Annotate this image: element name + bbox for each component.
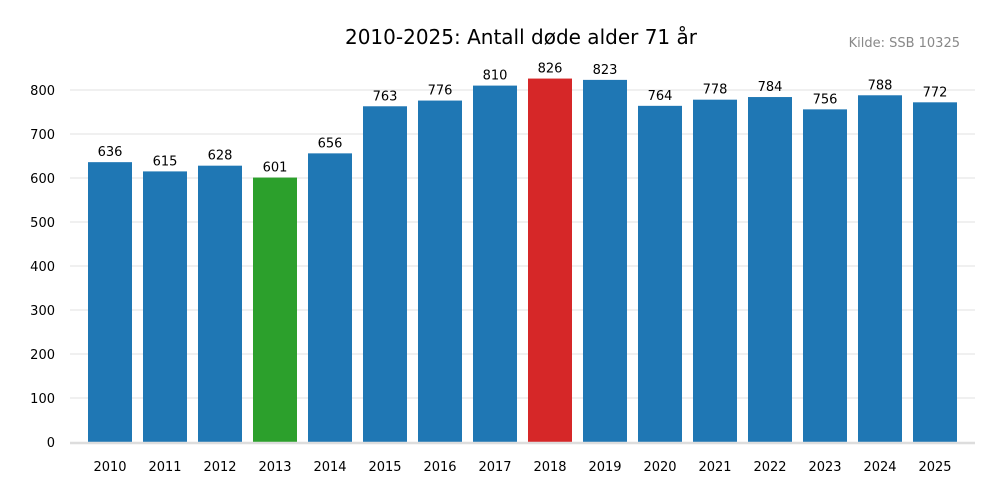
bar-2016 [418, 100, 462, 442]
bar-2022 [748, 97, 792, 442]
y-tick-label: 300 [30, 304, 55, 319]
x-tick-label: 2013 [258, 460, 291, 475]
bar-2024 [858, 95, 902, 442]
value-label: 628 [208, 149, 233, 164]
x-tick-label: 2012 [203, 460, 236, 475]
bar-2017 [473, 85, 517, 442]
value-label: 615 [153, 154, 178, 169]
value-label: 656 [318, 136, 343, 151]
bar-2021 [693, 99, 737, 443]
y-tick-label: 400 [30, 260, 55, 275]
x-tick-label: 2015 [368, 460, 401, 475]
bar-2025 [913, 102, 957, 442]
x-tick-label: 2014 [313, 460, 346, 475]
x-tick-label: 2020 [643, 460, 676, 475]
value-label: 784 [758, 80, 783, 95]
x-tick-label: 2022 [753, 460, 786, 475]
bars: 636 615 628 601 656 763 776 810 826 823 764 778 784 7… [88, 62, 957, 443]
value-label: 772 [923, 85, 948, 100]
x-tick-label: 2021 [698, 460, 731, 475]
bar-2014 [308, 153, 352, 443]
x-tick-label: 2016 [423, 460, 456, 475]
y-tick-label: 500 [30, 216, 55, 231]
bar-2011 [143, 171, 187, 442]
value-label: 810 [483, 69, 508, 84]
y-tick-label: 600 [30, 172, 55, 187]
bar-2013 [253, 177, 297, 442]
bar-2019 [583, 79, 627, 442]
y-tick-label: 100 [30, 392, 55, 407]
x-tick-label: 2018 [533, 460, 566, 475]
x-tick-label: 2024 [863, 460, 896, 475]
value-label: 788 [868, 78, 893, 93]
x-tick-label: 2010 [93, 460, 126, 475]
y-tick-label: 0 [47, 436, 55, 451]
y-tick-label: 800 [30, 84, 55, 99]
x-tick-label: 2025 [918, 460, 951, 475]
chart-title: 2010-2025: Antall døde alder 71 år [345, 25, 698, 49]
value-label: 823 [593, 63, 618, 78]
x-tick-label: 2023 [808, 460, 841, 475]
bar-2012 [198, 165, 242, 442]
x-tick-label: 2019 [588, 460, 621, 475]
value-label: 776 [428, 84, 453, 99]
value-label: 826 [538, 62, 563, 77]
y-tick-label: 700 [30, 128, 55, 143]
value-label: 756 [813, 92, 838, 107]
bar-2018 [528, 78, 572, 442]
value-label: 764 [648, 89, 673, 104]
value-label: 778 [703, 83, 728, 98]
value-label: 636 [98, 145, 123, 160]
y-tick-label: 200 [30, 348, 55, 363]
x-axis: 2010 2011 2012 2013 2014 2015 2016 2017 2018 2019… [70, 441, 975, 475]
bar-2010 [88, 162, 132, 442]
bar-2015 [363, 106, 407, 442]
value-label: 763 [373, 89, 398, 104]
chart-source: Kilde: SSB 10325 [849, 36, 960, 51]
bar-2023 [803, 109, 847, 443]
bar-2020 [638, 105, 682, 442]
value-label: 601 [263, 161, 288, 176]
x-tick-label: 2017 [478, 460, 511, 475]
x-tick-label: 2011 [148, 460, 181, 475]
y-axis: 0 100 200 300 400 500 600 700 800 [30, 84, 55, 451]
